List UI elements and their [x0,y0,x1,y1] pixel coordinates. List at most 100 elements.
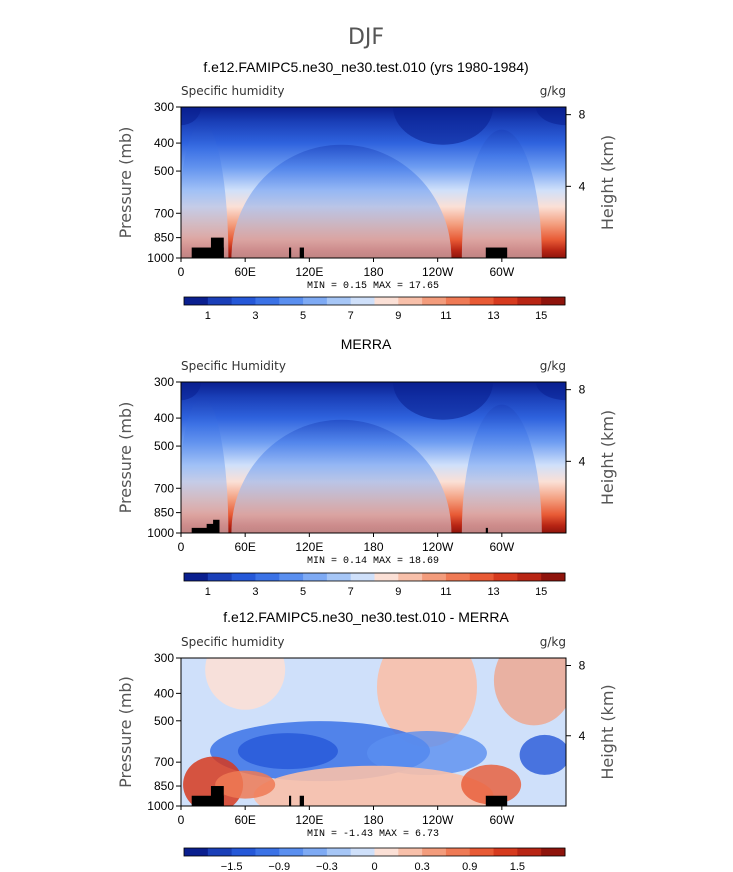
min-max-text: MIN = -1.43 MAX = 6.73 [307,829,439,840]
colorbar-tick-label: 0.3 [414,861,429,872]
colorbar-swatch [493,573,518,581]
y-tick-label: 500 [154,439,174,453]
terrain-block [210,786,224,806]
plot-field [181,107,566,258]
y-tick-label: 850 [154,231,174,245]
humidity-dip [181,382,201,401]
colorbar-swatch [350,573,375,581]
colorbar-swatch [207,573,233,581]
y-tick-label: 850 [154,779,174,793]
colorbar-swatch [398,297,423,305]
colorbar-tick-label: 5 [300,310,306,322]
colorbar-swatch [374,573,399,581]
difference-blob [519,734,566,775]
terrain-block [191,795,224,806]
colorbar-tick-label: 9 [395,586,401,598]
y-tick-label: 500 [154,164,174,178]
x-tick-label: 60W [489,813,514,827]
x-tick-label: 0 [178,265,185,279]
colorbar-swatch [255,573,280,581]
plot-field [181,382,566,533]
figure-title: DJF [348,25,384,50]
colorbar-tick-label: 1 [205,310,211,322]
x-tick-label: 120E [295,813,323,827]
colorbar-tick-label: 7 [348,310,354,322]
colorbar-tick-label: 11 [440,310,451,322]
colorbar-swatch [517,573,542,581]
x-tick-label: 180 [363,540,383,554]
x-tick-label: 120E [295,540,323,554]
colorbar-swatch [207,848,233,856]
chart-panel-3: f.e12.FAMIPC5.ne30_ne30.test.010 - MERRA… [116,609,617,872]
x-tick-label: 60E [234,813,255,827]
x-tick-label: 60E [234,540,255,554]
y-tick-label: 1000 [147,799,174,813]
colorbar-swatch [184,848,209,856]
y-tick-label: 700 [154,481,174,495]
colorbar-swatch [469,848,495,856]
humidity-bulge [181,397,229,533]
y2-axis-title: Height (km) [598,135,617,230]
y-tick-label: 400 [154,686,174,700]
colorbar-swatch [303,848,328,856]
colorbar-tick-label: −0.9 [268,861,290,872]
y-tick-label: 500 [154,714,174,728]
min-max-text: MIN = 0.15 MAX = 17.65 [307,281,439,292]
difference-blob [493,658,566,726]
colorbar-swatch [350,297,375,305]
colorbar-swatch [255,848,280,856]
humidity-bulge [231,419,452,533]
plot-field [181,658,566,806]
chart-panel-1: f.e12.FAMIPC5.ne30_ne30.test.010 (yrs 19… [116,59,617,322]
colorbar-swatch [279,848,304,856]
colorbar-swatch [493,297,518,305]
colorbar-tick-label: −0.3 [316,861,338,872]
colorbar-swatch [445,848,471,856]
x-tick-label: 60W [489,540,514,554]
colorbar-swatch [422,848,447,856]
terrain-block [485,527,488,533]
chart-left-label: Specific Humidity [181,359,286,373]
colorbar-swatch [517,848,542,856]
chart-units-label: g/kg [540,359,566,373]
difference-blob [205,658,286,710]
terrain-block [299,795,304,806]
colorbar-tick-label: 3 [252,310,258,322]
colorbar-tick-label: 3 [252,586,258,598]
humidity-bulge [461,129,542,258]
terrain-block [210,237,224,258]
colorbar-swatch [374,297,399,305]
colorbar-tick-label: 0 [371,861,377,872]
difference-blob [366,731,487,776]
colorbar-swatch [493,848,518,856]
chart-left-label: Specific humidity [181,84,285,98]
x-tick-label: 120W [422,540,454,554]
y-axis-title: Pressure (mb) [116,676,135,788]
x-tick-label: 180 [363,813,383,827]
y-tick-label: 300 [154,100,174,114]
y-tick-label: 1000 [147,526,174,540]
colorbar-swatch [326,297,352,305]
colorbar-tick-label: 15 [535,586,547,598]
y-tick-label: 400 [154,411,174,425]
y2-tick-label: 8 [579,659,586,673]
x-tick-label: 60E [234,265,255,279]
colorbar-swatch [326,573,352,581]
colorbar-swatch [326,848,352,856]
colorbar-tick-label: 11 [440,586,451,598]
colorbar-swatch [303,573,328,581]
x-tick-label: 60W [489,265,514,279]
colorbar-tick-label: −1.5 [221,861,243,872]
colorbar-frame [183,572,566,582]
colorbar-swatch [303,297,328,305]
chart-title: f.e12.FAMIPC5.ne30_ne30.test.010 (yrs 19… [203,59,528,75]
terrain-block [191,247,224,258]
terrain-block [485,795,508,806]
colorbar-swatch [184,573,209,581]
colorbar-swatch [231,848,256,856]
y-axis-title: Pressure (mb) [116,402,135,514]
colorbar-tick-label: 13 [487,586,499,598]
humidity-dip [536,107,566,126]
colorbar-tick-label: 0.9 [462,861,477,872]
